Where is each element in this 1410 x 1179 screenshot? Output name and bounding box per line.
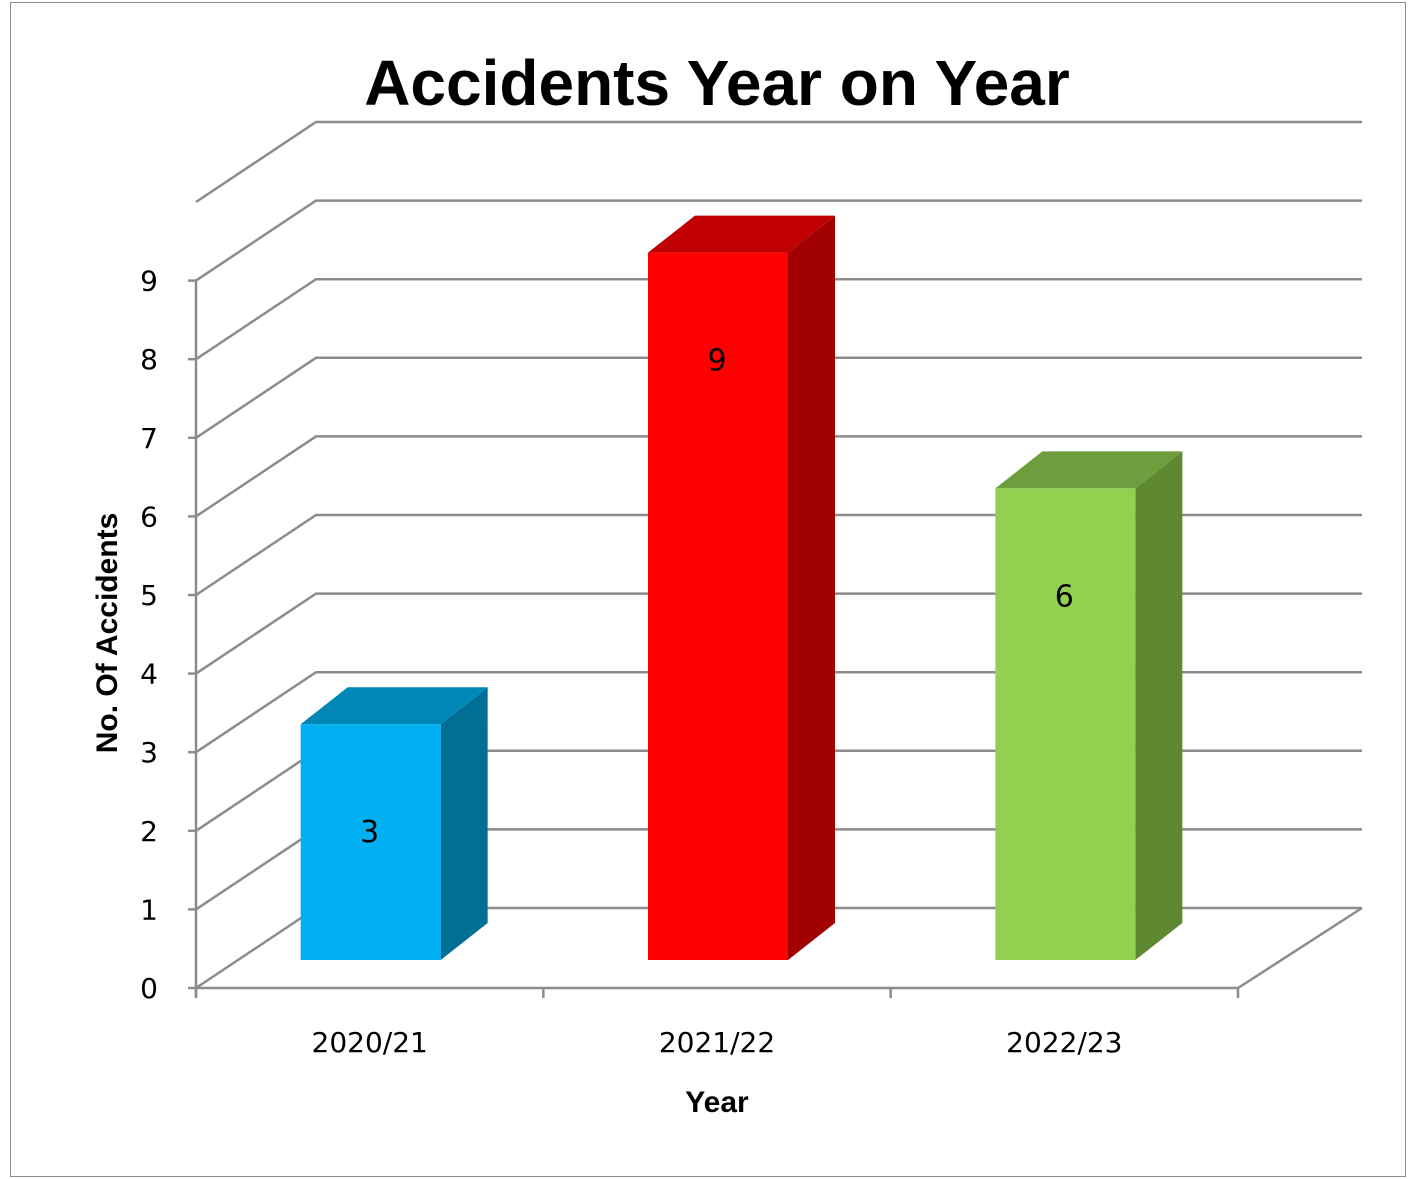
- bar-side: [1135, 451, 1183, 960]
- bar-top: [300, 687, 488, 725]
- y-tick-label: 8: [140, 343, 158, 376]
- y-tick-label: 3: [140, 736, 158, 769]
- y-tick-label: 9: [140, 265, 158, 298]
- gridline: [195, 435, 1362, 518]
- y-tick-label: 1: [140, 893, 158, 926]
- y-axis-ticks: 0 1 2 3 4 5 6 7 8 9: [140, 265, 158, 1005]
- x-axis-categories: 2020/21 2021/22 2022/23: [312, 1026, 1123, 1059]
- data-label: 3: [360, 815, 379, 850]
- chart-title: Accidents Year on Year: [364, 47, 1070, 119]
- y-tick-label: 4: [140, 658, 158, 691]
- x-tick-label: 2022/23: [1006, 1026, 1122, 1059]
- y-tick-label: 6: [140, 500, 158, 533]
- bar-top: [648, 215, 835, 253]
- bar-front: [648, 252, 788, 961]
- y-tick-label: 7: [140, 422, 158, 455]
- bar-side: [788, 215, 835, 961]
- bar-side: [440, 687, 488, 960]
- bar-front: [300, 724, 441, 960]
- bar-2020-21: [300, 687, 488, 960]
- bar-top: [995, 451, 1183, 489]
- bar-2021-22: [648, 215, 835, 961]
- floor-edge: [1237, 906, 1363, 990]
- bars: [300, 215, 1183, 961]
- y-tick-label: 2: [140, 815, 158, 848]
- gridline: [195, 356, 1362, 439]
- gridline: [195, 120, 1362, 204]
- y-tick-label: 5: [140, 579, 158, 612]
- data-labels: 3 9 6: [360, 344, 1074, 851]
- x-tick-label: 2020/21: [312, 1026, 428, 1059]
- gridline: [195, 199, 1362, 282]
- data-label: 9: [707, 344, 726, 379]
- data-label: 6: [1055, 579, 1074, 614]
- y-axis-title: No. Of Accidents: [91, 513, 124, 754]
- gridline: [195, 277, 1362, 361]
- bar-front: [995, 488, 1136, 960]
- bar-2022-23: [995, 451, 1183, 960]
- y-tick-label: 0: [140, 972, 158, 1005]
- x-axis-title: Year: [685, 1086, 749, 1119]
- x-tick-label: 2021/22: [659, 1026, 775, 1059]
